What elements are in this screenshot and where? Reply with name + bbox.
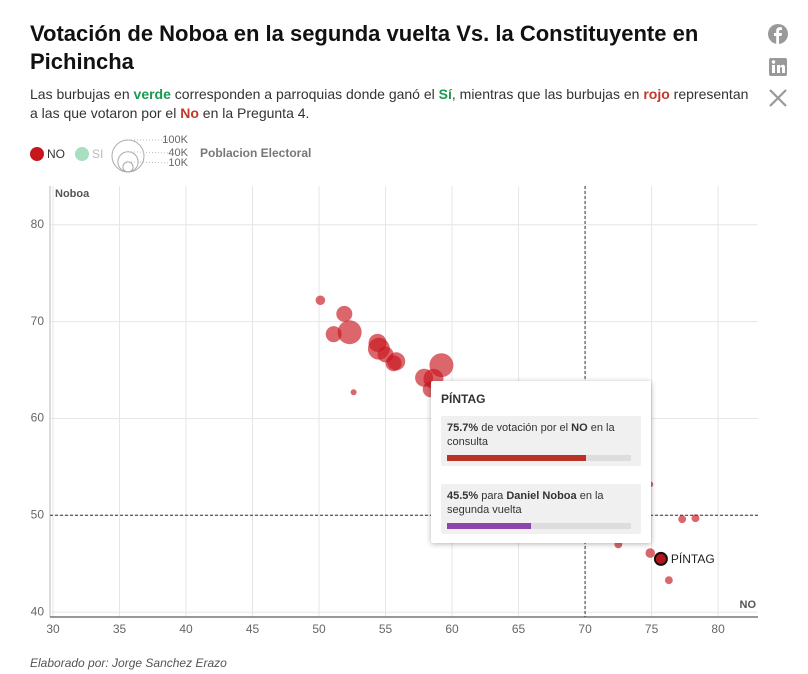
subtitle-part: corresponden a parroquias donde ganó el [170, 86, 439, 102]
tooltip-title: PÍNTAG [441, 392, 486, 406]
tooltip-item: 75.7% de votación por el NO en la consul… [441, 416, 641, 466]
subtitle-part: No [180, 105, 199, 121]
subtitle-part: en la Pregunta 4. [198, 105, 310, 121]
tooltip-item: 45.5% para Daniel Noboa en la segunda vu… [441, 484, 641, 534]
subtitle-part: Las burbujas en [30, 86, 134, 102]
bubble [350, 389, 357, 396]
size-legend-label: 40K [168, 147, 188, 159]
size-legend-circle [122, 161, 134, 173]
tooltip-bar [447, 455, 587, 461]
highlighted-point [653, 551, 668, 566]
x-tick-label: 40 [179, 622, 193, 636]
footer: Elaborado por: Jorge Sanchez Erazo [30, 656, 227, 670]
x-tick-label: 50 [312, 622, 326, 636]
x-tick-label: 35 [113, 622, 127, 636]
bubble [429, 353, 454, 378]
x-tick-label: 45 [246, 622, 260, 636]
legend-label: SI [92, 147, 103, 161]
y-tick-label: 70 [31, 314, 45, 328]
chart-title: Votación de Noboa en la segunda vuelta V… [30, 21, 699, 74]
bubble [337, 320, 362, 345]
legend-label: NO [47, 147, 65, 161]
x-tick-label: 60 [445, 622, 459, 636]
x-tick-label: 30 [46, 622, 60, 636]
y-tick-label: 80 [31, 217, 45, 231]
size-legend-label: 100K [162, 134, 188, 146]
size-legend-circle [111, 139, 145, 173]
bubble [691, 514, 700, 523]
bubble [336, 305, 353, 322]
tooltip-text: para [478, 490, 507, 502]
tooltip-bar [447, 523, 531, 529]
x-tick-label: 65 [512, 622, 526, 636]
bubble [664, 576, 673, 585]
size-legend-leader [127, 161, 171, 164]
y-tick-label: 40 [31, 604, 45, 618]
tooltip-text: Daniel Noboa [506, 490, 577, 502]
tooltip-bar-track [447, 523, 631, 529]
x-tick-label: 80 [711, 622, 725, 636]
size-legend-title: Poblacion Electoral [200, 146, 311, 160]
facebook-icon[interactable] [768, 24, 788, 44]
size-legend-label: 10K [168, 157, 188, 169]
x-tick-label: 75 [645, 622, 659, 636]
bubble [315, 295, 326, 306]
tooltip-value: 75.7% [447, 422, 479, 434]
tooltip-text: en la segunda vuelta [447, 490, 604, 516]
legend-swatch [75, 147, 89, 161]
bubble [678, 515, 687, 524]
x-icon[interactable] [769, 89, 787, 107]
subtitle-part: rojo [643, 86, 670, 102]
tooltip-value: 45.5% [447, 490, 479, 502]
x-tick-label: 70 [578, 622, 592, 636]
tooltip-bar-track [447, 455, 631, 461]
subtitle-part: verde [133, 86, 171, 102]
annotation-label: PÍNTAG [671, 551, 715, 566]
x-axis-label: NO [740, 599, 757, 611]
x-tick-label: 55 [379, 622, 393, 636]
size-legend-leader [127, 151, 171, 154]
chart-subtitle: Las burbujas en verde corresponden a par… [30, 85, 755, 123]
y-tick-label: 60 [31, 411, 45, 425]
bubble [325, 326, 342, 343]
tooltip: PÍNTAG 75.7% de votación por el NO en la… [431, 381, 651, 543]
y-tick-label: 50 [31, 507, 45, 521]
subtitle-part: , mientras que las burbujas en [451, 86, 644, 102]
subtitle-part: Sí [438, 86, 452, 102]
bubble [387, 352, 406, 371]
bubble [645, 548, 656, 558]
tooltip-text: de votación por el [478, 422, 572, 434]
tooltip-text: en la consulta [447, 422, 615, 448]
tooltip-text: NO [571, 422, 588, 434]
subtitle-part: representan a las que votaron por el [30, 86, 749, 121]
y-axis-label: Noboa [55, 188, 90, 200]
share-icons [768, 24, 788, 107]
linkedin-icon[interactable] [769, 58, 787, 76]
legend-swatch [30, 147, 44, 161]
